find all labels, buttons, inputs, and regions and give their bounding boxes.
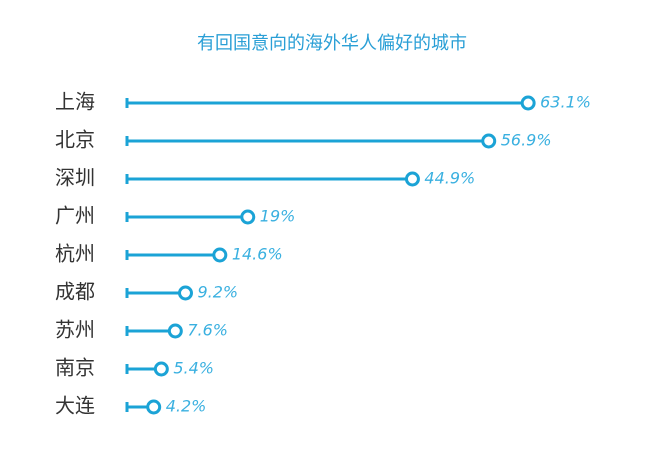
category-label: 大连 (55, 394, 95, 418)
category-label: 苏州 (55, 318, 95, 342)
category-label: 深圳 (55, 166, 95, 190)
lollipop-head (404, 171, 420, 187)
value-label: 56.9% (501, 131, 552, 150)
value-label: 9.2% (197, 283, 238, 302)
value-label: 63.1% (540, 93, 591, 112)
value-label: 19% (260, 207, 296, 226)
lollipop-head (146, 399, 162, 415)
value-label: 44.9% (424, 169, 475, 188)
category-label: 北京 (55, 128, 95, 152)
lollipop-head (167, 323, 183, 339)
category-label: 成都 (55, 280, 95, 304)
lollipop-head (153, 361, 169, 377)
lollipop-head (212, 247, 228, 263)
category-label: 杭州 (55, 242, 95, 266)
chart-title: 有回国意向的海外华人偏好的城市 (197, 33, 467, 54)
category-label: 广州 (55, 204, 95, 228)
category-label: 上海 (55, 90, 95, 114)
value-label: 7.6% (187, 321, 228, 340)
value-label: 14.6% (232, 245, 283, 264)
lollipop-head (240, 209, 256, 225)
lollipop-head (177, 285, 193, 301)
value-label: 5.4% (173, 359, 214, 378)
lollipop-head (481, 133, 497, 149)
category-label: 南京 (55, 356, 95, 380)
value-label: 4.2% (166, 397, 207, 416)
lollipop-head (520, 95, 536, 111)
